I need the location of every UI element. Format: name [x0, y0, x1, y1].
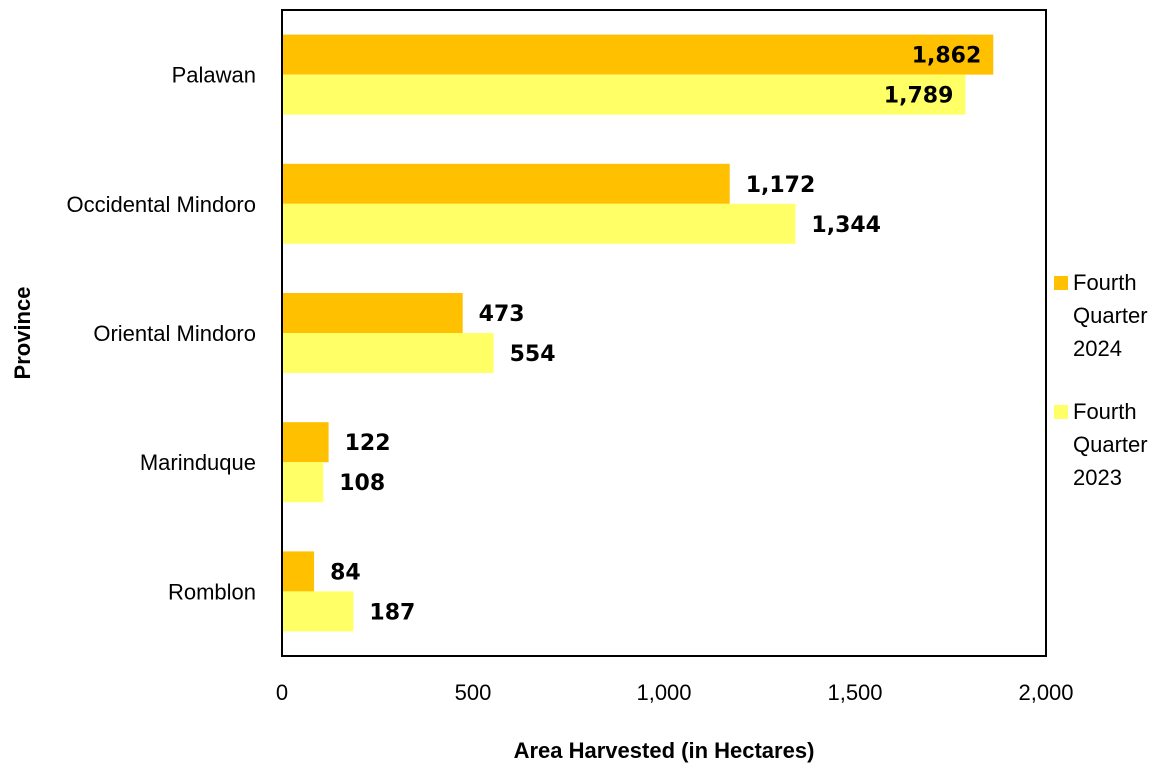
- category-labels: Palawan Occidental Mindoro Oriental Mindor…: [66, 63, 256, 605]
- bar-q4-2024: [282, 422, 329, 463]
- category-label: Palawan: [172, 63, 256, 88]
- data-label: 84: [330, 560, 361, 585]
- legend-label: Quarter: [1073, 432, 1148, 457]
- x-tick-label: 0: [276, 680, 288, 705]
- bar-q4-2024: [282, 551, 315, 592]
- data-label: 1,344: [811, 213, 881, 238]
- data-label: 108: [339, 471, 385, 496]
- bars-layer: [282, 34, 994, 632]
- legend-swatch: [1054, 405, 1068, 419]
- data-labels: 1,862 1,789 1,172 1,344 473 554 122 108 84 187: [330, 44, 981, 626]
- x-tick-label: 1,500: [827, 680, 882, 705]
- category-label: Marinduque: [140, 450, 256, 475]
- data-label: 473: [479, 302, 525, 327]
- legend-label: 2024: [1073, 336, 1122, 361]
- category-label: Occidental Mindoro: [66, 192, 256, 217]
- bar-q4-2023: [282, 462, 324, 503]
- data-label: 122: [345, 431, 391, 456]
- category-label: Romblon: [168, 579, 256, 604]
- legend-swatch: [1054, 276, 1068, 290]
- x-tick-label: 2,000: [1018, 680, 1073, 705]
- legend-label: Quarter: [1073, 303, 1148, 328]
- y-axis-title: Province: [10, 287, 35, 380]
- bar-q4-2024: [282, 163, 730, 204]
- bar-q4-2023: [282, 203, 796, 244]
- bar-q4-2024: [282, 293, 463, 333]
- data-label: 554: [510, 342, 556, 367]
- x-tick-labels: 0 500 1,000 1,500 2,000: [276, 680, 1074, 705]
- data-label: 1,789: [884, 84, 954, 109]
- bar-q4-2023: [282, 74, 966, 115]
- data-label: 187: [369, 600, 415, 625]
- legend-label: Fourth: [1073, 399, 1137, 424]
- category-label: Oriental Mindoro: [93, 321, 256, 346]
- bar-q4-2023: [282, 333, 494, 373]
- legend: Fourth Quarter 2024 Fourth Quarter 2023: [1054, 270, 1148, 490]
- x-axis-title: Area Harvested (in Hectares): [514, 738, 815, 763]
- bar-q4-2024: [282, 34, 994, 75]
- plot-area-frame: [281, 9, 1047, 657]
- legend-label: 2023: [1073, 465, 1122, 490]
- bar-q4-2023: [282, 591, 354, 632]
- data-label: 1,862: [912, 44, 982, 69]
- legend-label: Fourth: [1073, 270, 1137, 295]
- data-label: 1,172: [746, 173, 816, 198]
- x-tick-label: 500: [455, 680, 492, 705]
- x-tick-label: 1,000: [636, 680, 691, 705]
